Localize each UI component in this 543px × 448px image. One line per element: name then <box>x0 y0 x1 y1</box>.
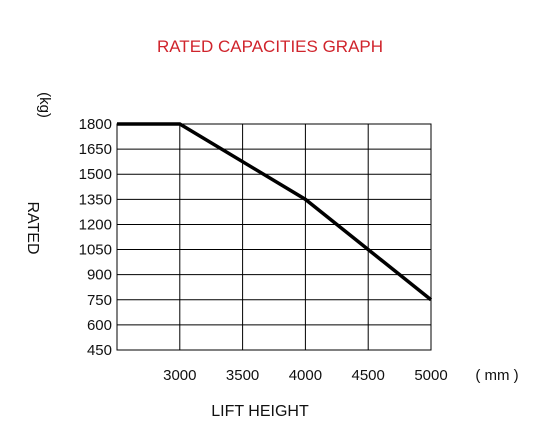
x-tick-label-1: 3500 <box>226 367 259 384</box>
y-axis-label: RATED <box>24 201 41 254</box>
y-tick-label-0: 1800 <box>79 116 112 133</box>
x-tick-label-0: 3000 <box>163 367 196 384</box>
x-tick-label-3: 4500 <box>352 367 385 384</box>
y-tick-label-1: 1650 <box>79 141 112 158</box>
x-tick-label-2: 4000 <box>289 367 322 384</box>
y-tick-label-7: 750 <box>87 292 112 309</box>
chart-title: RATED CAPACITIES GRAPH <box>157 37 383 56</box>
series-line <box>117 122 433 302</box>
y-tick-label-8: 600 <box>87 317 112 334</box>
y-tick-label-2: 1500 <box>79 166 112 183</box>
plot-frame <box>116 123 432 351</box>
y-tick-label-6: 900 <box>87 267 112 284</box>
x-axis-unit: ( mm ) <box>475 367 518 384</box>
x-axis-label: LIFT HEIGHT <box>211 403 309 420</box>
y-tick-label-3: 1350 <box>79 191 112 208</box>
y-axis-unit: (kg) <box>36 92 53 118</box>
grid <box>117 123 432 351</box>
y-axis-ticks: 1800 1650 1500 1350 1200 1050 900 750 600 450 <box>79 116 112 359</box>
y-tick-label-9: 450 <box>87 342 112 359</box>
x-axis-ticks: 3000 3500 4000 4500 5000 <box>163 367 448 384</box>
x-tick-label-4: 5000 <box>414 367 447 384</box>
y-tick-label-5: 1050 <box>79 242 112 259</box>
y-tick-label-4: 1200 <box>79 216 112 233</box>
